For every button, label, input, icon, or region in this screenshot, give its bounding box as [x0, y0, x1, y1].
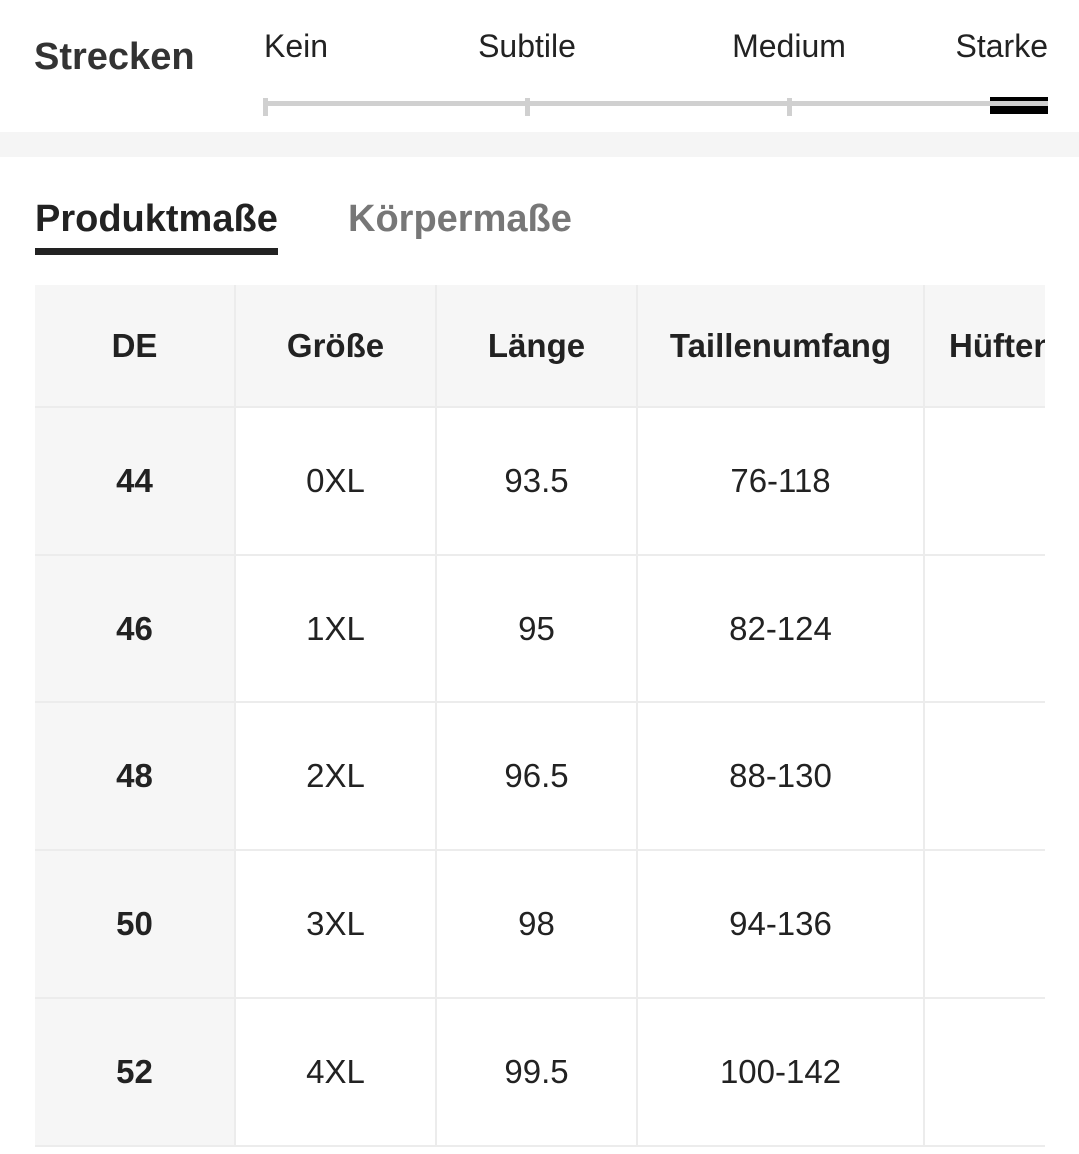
header-cell: Größe	[236, 285, 437, 408]
tab[interactable]: Produktmaße	[35, 198, 278, 240]
header-cell: Länge	[437, 285, 638, 408]
table-cell	[925, 556, 1045, 703]
table-cell: 93.5	[437, 408, 638, 556]
table-cell: 88-130	[638, 703, 925, 851]
table-cell: 99.5	[437, 999, 638, 1147]
table-cell: 76-118	[638, 408, 925, 556]
row-header-cell: 50	[35, 851, 236, 999]
stretch-option[interactable]: Kein	[264, 28, 329, 64]
stretch-option[interactable]: Subtile	[478, 28, 576, 64]
table-cell	[925, 999, 1045, 1147]
table-cell: 3XL	[236, 851, 437, 999]
table-cell: 0XL	[236, 408, 437, 556]
table-cell	[925, 408, 1045, 556]
table-cell: 98	[437, 851, 638, 999]
stretch-label: Strecken	[34, 36, 195, 78]
header-cell: DE	[35, 285, 236, 408]
table-cell	[925, 851, 1045, 999]
row-header-cell: 46	[35, 556, 236, 703]
table-cell: 1XL	[236, 556, 437, 703]
tab-underline	[35, 248, 278, 255]
row-header-cell: 48	[35, 703, 236, 851]
table-cell: 4XL	[236, 999, 437, 1147]
stretch-tick	[525, 98, 530, 116]
table-cell: 82-124	[638, 556, 925, 703]
header-cell: Taillenumfang	[638, 285, 925, 408]
stretch-track	[265, 101, 1048, 106]
stretch-tick	[263, 98, 268, 116]
row-header-cell: 44	[35, 408, 236, 556]
table-cell: 94-136	[638, 851, 925, 999]
stretch-option[interactable]: Starke	[955, 28, 1048, 64]
table-cell: 2XL	[236, 703, 437, 851]
row-header-cell: 52	[35, 999, 236, 1147]
table-cell: 96.5	[437, 703, 638, 851]
divider	[0, 132, 1079, 157]
size-table: DE Größe Länge Taillenumfang Hüften 44 0XL 93.5…	[35, 285, 1045, 1147]
stretch-option[interactable]: Medium	[732, 28, 846, 64]
table-cell: 95	[437, 556, 638, 703]
tab[interactable]: Körpermaße	[348, 198, 572, 240]
stretch-tick	[787, 98, 792, 116]
table-cell	[925, 703, 1045, 851]
table-cell: 100-142	[638, 999, 925, 1147]
header-cell: Hüften	[925, 285, 1045, 408]
